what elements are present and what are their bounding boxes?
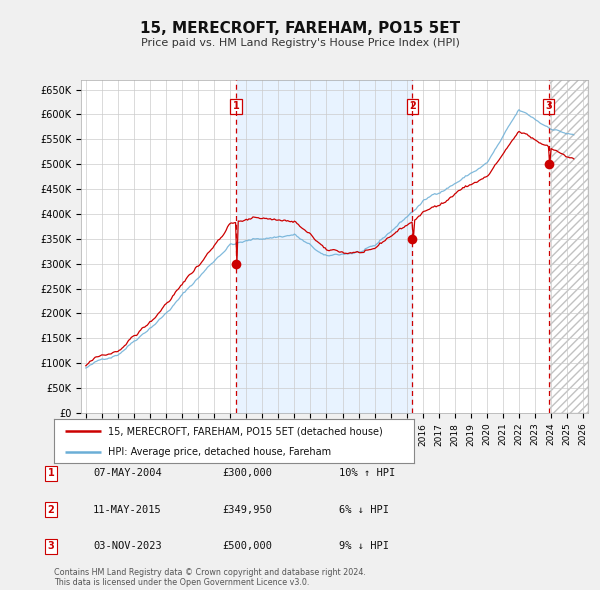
Text: 3: 3 (545, 101, 552, 112)
Text: HPI: Average price, detached house, Fareham: HPI: Average price, detached house, Fare… (108, 447, 331, 457)
Text: 07-MAY-2004: 07-MAY-2004 (93, 468, 162, 478)
Text: 9% ↓ HPI: 9% ↓ HPI (339, 542, 389, 551)
Text: 1: 1 (232, 101, 239, 112)
Text: Price paid vs. HM Land Registry's House Price Index (HPI): Price paid vs. HM Land Registry's House … (140, 38, 460, 48)
Text: £349,950: £349,950 (222, 505, 272, 514)
Text: 1: 1 (47, 468, 55, 478)
Text: 2: 2 (409, 101, 416, 112)
Text: 15, MERECROFT, FAREHAM, PO15 5ET: 15, MERECROFT, FAREHAM, PO15 5ET (140, 21, 460, 35)
Text: 11-MAY-2015: 11-MAY-2015 (93, 505, 162, 514)
Text: Contains HM Land Registry data © Crown copyright and database right 2024.
This d: Contains HM Land Registry data © Crown c… (54, 568, 366, 587)
Text: 2: 2 (47, 505, 55, 514)
Text: 6% ↓ HPI: 6% ↓ HPI (339, 505, 389, 514)
Text: 3: 3 (47, 542, 55, 551)
Text: £500,000: £500,000 (222, 542, 272, 551)
Text: 10% ↑ HPI: 10% ↑ HPI (339, 468, 395, 478)
Text: £300,000: £300,000 (222, 468, 272, 478)
Text: 15, MERECROFT, FAREHAM, PO15 5ET (detached house): 15, MERECROFT, FAREHAM, PO15 5ET (detach… (108, 427, 383, 436)
Text: 03-NOV-2023: 03-NOV-2023 (93, 542, 162, 551)
